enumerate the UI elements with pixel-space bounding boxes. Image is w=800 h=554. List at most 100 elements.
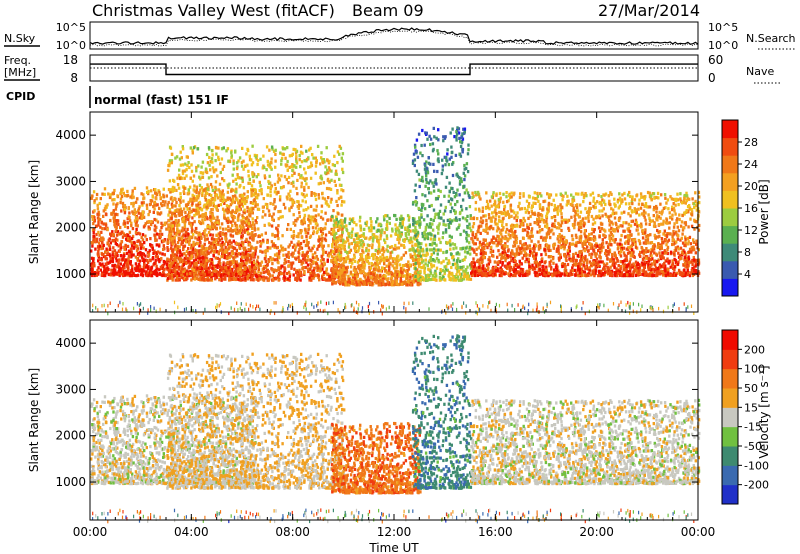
echo-cell — [254, 265, 257, 270]
echo-cell — [462, 171, 465, 175]
echo-cell — [447, 225, 451, 230]
echo-cell — [170, 152, 174, 156]
echo-cell — [384, 274, 387, 278]
echo-cell — [169, 190, 172, 194]
echo-cell — [213, 238, 217, 242]
echo-cell — [251, 217, 254, 221]
echo-cell — [119, 242, 122, 246]
echo-cell — [130, 250, 133, 255]
echo-cell — [201, 218, 204, 222]
echo-cell — [424, 164, 427, 168]
echo-cell — [379, 222, 382, 226]
echo-cell — [156, 212, 160, 216]
echo-cell — [444, 205, 447, 209]
echo-cell — [294, 248, 297, 252]
echo-cell — [351, 227, 354, 231]
echo-cell — [300, 181, 303, 185]
echo-cell — [281, 248, 285, 252]
echo-cell — [108, 245, 112, 249]
echo-cell — [287, 245, 290, 249]
echo-cell — [213, 216, 216, 220]
echo-cell — [437, 188, 440, 192]
echo-cell — [127, 249, 131, 253]
echo-cell — [198, 219, 201, 223]
echo-cell — [218, 278, 221, 282]
echo-cell — [452, 278, 456, 282]
echo-cell — [415, 229, 418, 233]
echo-cell — [343, 260, 347, 264]
echo-cell — [254, 200, 257, 205]
echo-cell — [131, 270, 134, 274]
echo-cell — [251, 211, 254, 215]
echo-cell — [247, 222, 250, 226]
echo-cell — [345, 250, 349, 255]
echo-cell — [125, 262, 128, 266]
echo-cell — [331, 282, 334, 286]
echo-cell — [444, 228, 448, 232]
echo-cell — [142, 246, 145, 250]
echo-cell — [372, 226, 376, 230]
echo-cell — [144, 258, 147, 262]
echo-cell — [231, 224, 234, 228]
echo-cell — [465, 162, 469, 166]
echo-cell — [191, 270, 194, 274]
echo-cell — [444, 163, 447, 167]
echo-cell — [250, 224, 253, 228]
echo-cell — [114, 207, 118, 211]
echo-cell — [414, 267, 417, 271]
echo-cell — [92, 237, 95, 241]
echo-cell — [428, 243, 432, 247]
echo-cell — [243, 211, 247, 215]
echo-cell — [418, 222, 422, 226]
echo-cell — [436, 252, 439, 256]
echo-cell — [374, 261, 377, 265]
echo-cell — [297, 172, 301, 177]
echo-cell — [418, 265, 421, 269]
echo-cell — [376, 239, 379, 243]
echo-cell — [316, 257, 319, 261]
echo-cell — [442, 219, 445, 223]
echo-cell — [216, 233, 219, 237]
echo-cell — [176, 250, 179, 255]
echo-cell — [142, 225, 146, 229]
echo-cell — [295, 257, 298, 261]
echo-cell — [448, 270, 451, 274]
echo-cell — [122, 263, 126, 267]
echo-cell — [127, 259, 130, 263]
echo-cell — [110, 268, 113, 272]
echo-cell — [169, 146, 173, 150]
echo-cell — [439, 248, 442, 252]
echo-cell — [156, 250, 160, 254]
echo-cell — [446, 152, 449, 156]
echo-cell — [161, 273, 164, 278]
echo-cell — [165, 221, 168, 225]
echo-cell — [98, 201, 101, 206]
echo-cell — [274, 244, 277, 248]
echo-cell — [295, 186, 298, 190]
echo-cell — [307, 227, 310, 232]
echo-cell — [427, 181, 431, 185]
echo-cell — [271, 274, 274, 278]
echo-cell — [466, 214, 469, 218]
echo-cell — [138, 269, 141, 273]
echo-cell — [428, 134, 431, 138]
echo-cell — [268, 148, 271, 152]
echo-cell — [450, 198, 454, 202]
echo-cell — [119, 225, 122, 230]
echo-cell — [228, 220, 231, 224]
noise-left-tick-bottom: 10^0 — [56, 39, 86, 52]
echo-cell — [295, 271, 298, 275]
echo-cell — [224, 245, 227, 250]
echo-cell — [316, 144, 320, 148]
echo-cell — [442, 259, 445, 263]
echo-cell — [284, 163, 287, 167]
echo-cell — [334, 172, 338, 176]
echo-cell — [288, 278, 291, 282]
echo-cell — [269, 190, 272, 194]
echo-cell — [205, 152, 209, 157]
echo-cell — [232, 162, 235, 166]
echo-cell — [214, 168, 218, 172]
echo-cell — [246, 205, 249, 210]
echo-cell — [441, 268, 445, 273]
echo-cell — [213, 198, 217, 202]
